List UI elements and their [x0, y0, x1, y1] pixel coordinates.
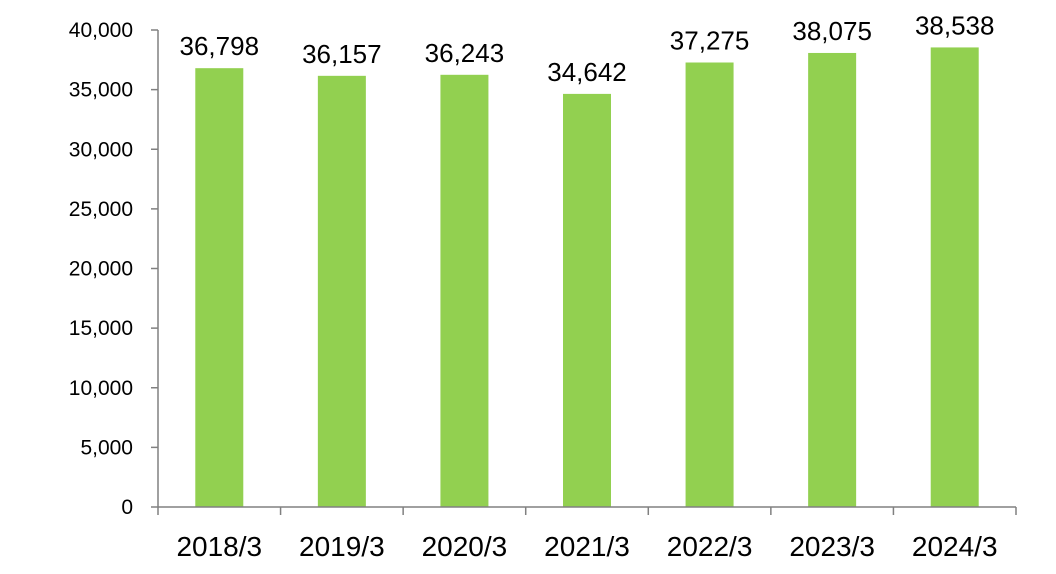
y-tick-label: 15,000 — [69, 317, 133, 340]
bar-2018-3 — [195, 68, 244, 508]
x-tick-label: 2023/3 — [789, 531, 875, 562]
data-label: 36,243 — [425, 38, 505, 68]
y-tick-label: 35,000 — [69, 79, 133, 102]
bar-2022-3 — [685, 62, 734, 507]
bars-layer — [195, 47, 979, 508]
data-label: 38,538 — [915, 10, 995, 40]
y-tick-label: 20,000 — [69, 258, 133, 281]
data-label: 38,075 — [792, 16, 872, 46]
x-tick-label: 2018/3 — [176, 531, 262, 562]
bar-2024-3 — [930, 47, 979, 508]
data-label: 36,798 — [180, 31, 260, 61]
bar-2021-3 — [563, 93, 611, 507]
x-tick-label: 2021/3 — [544, 531, 630, 562]
bar-2023-3 — [808, 52, 857, 508]
data-label: 36,157 — [302, 39, 382, 69]
y-tick-label: 25,000 — [69, 198, 133, 221]
y-tick-label: 30,000 — [69, 138, 133, 161]
y-tick-label: 10,000 — [69, 377, 133, 400]
data-label: 37,275 — [670, 25, 750, 55]
x-tick-label: 2019/3 — [299, 531, 385, 562]
axes-layer — [151, 29, 1017, 515]
labels-layer: 0 5,000 10,000 15,000 20,000 25,000 30,000 35,0… — [69, 10, 998, 562]
x-tick-label: 2020/3 — [422, 531, 508, 562]
x-tick-label: 2024/3 — [912, 531, 998, 562]
data-label: 34,642 — [547, 57, 627, 87]
x-tick-label: 2022/3 — [667, 531, 753, 562]
bar-2019-3 — [317, 75, 366, 507]
y-tick-label: 40,000 — [69, 19, 133, 42]
y-tick-label: 5,000 — [80, 436, 133, 459]
y-tick-label: 0 — [121, 496, 133, 519]
bar-2020-3 — [440, 74, 489, 508]
